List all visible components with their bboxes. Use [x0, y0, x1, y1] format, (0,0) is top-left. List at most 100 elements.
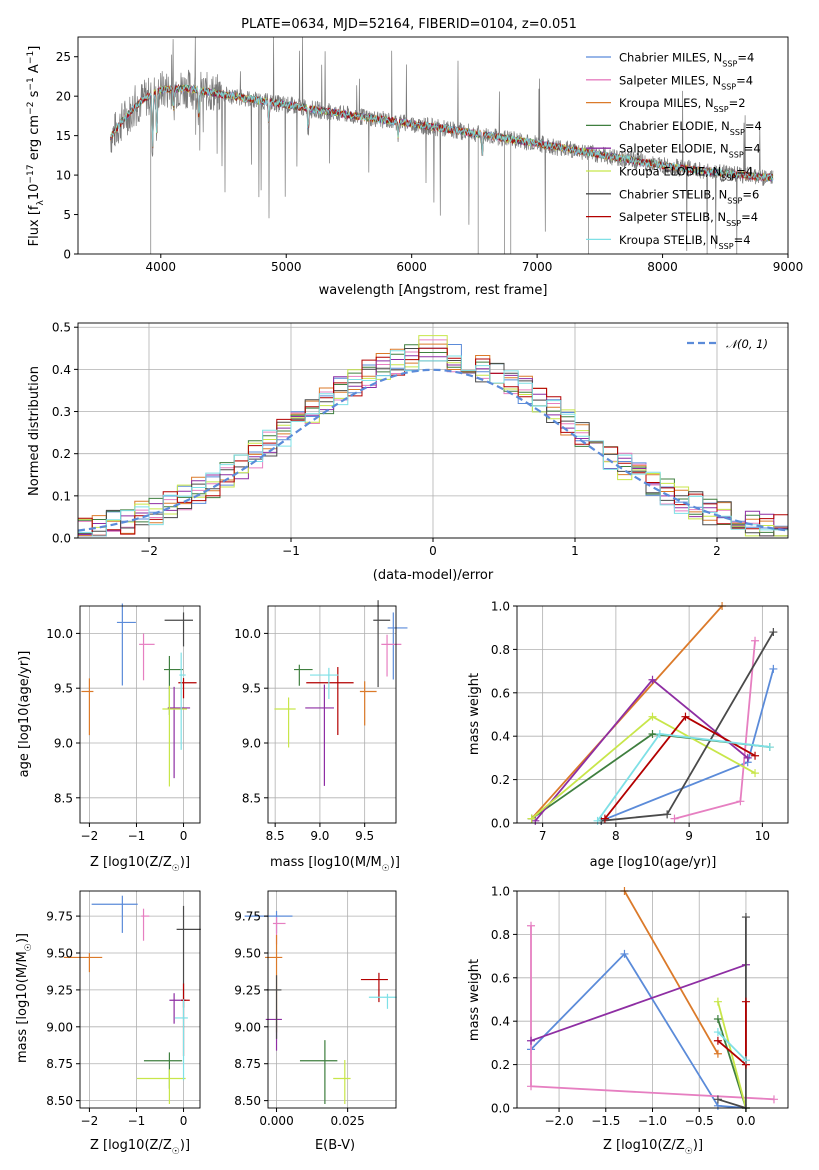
- y-tick-label: 8.75: [234, 1057, 261, 1071]
- y-tick-label: 9.25: [46, 983, 73, 997]
- x-axis-label: E(B-V): [315, 1138, 355, 1153]
- marker: [527, 1036, 536, 1045]
- frame: [516, 605, 789, 824]
- x-tick-label: 9: [685, 829, 693, 843]
- x-axis-label: Z [log10(Z/Z☉)]: [90, 1138, 190, 1157]
- marker: [713, 1095, 722, 1104]
- x-tick-label: 0: [180, 1114, 188, 1128]
- axes-frame: −2 −1 0 8.5 9.0 9.5 10.0: [46, 605, 201, 843]
- y-tick-label: 9.75: [46, 910, 73, 924]
- age-vs-z-axes: −2 −1 0 8.5 9.0 9.5 10.0: [46, 603, 201, 843]
- mass-weight-line: [530, 605, 723, 820]
- frame: [267, 605, 397, 824]
- y-tick-label: 8.5: [54, 791, 73, 805]
- plot-area: [527, 887, 778, 1112]
- model-spectrum: [110, 84, 774, 182]
- marker: [736, 797, 745, 806]
- spectrum-legend: Chabrier MILES, NSSP=4 Salpeter MILES, NS…: [586, 51, 762, 250]
- legend-label: Kroupa MILES, NSSP=2: [619, 96, 746, 114]
- x-tick-label: 1: [571, 544, 579, 558]
- y-tick-label: 0.8: [491, 643, 510, 657]
- frame: [79, 605, 201, 824]
- legend-label: Chabrier ELODIE, NSSP=4: [619, 119, 762, 137]
- y-tick-label: 20: [56, 90, 71, 104]
- x-tick-label: 7: [539, 829, 547, 843]
- marker: [663, 810, 672, 819]
- x-tick-label: 0.0: [736, 1114, 755, 1128]
- y-tick-label: 9.0: [54, 736, 73, 750]
- marker: [600, 814, 609, 823]
- model-spectrum: [110, 84, 773, 182]
- y-axis-label: mass [log10(M/M☉)]: [15, 933, 34, 1063]
- axes-frame: −2 −1 0 8.50 8.75 9.00 9.25 9.50 9.75: [46, 890, 201, 1128]
- marker: [751, 636, 760, 645]
- y-tick-label: 9.25: [234, 983, 261, 997]
- y-tick-label: 25: [56, 50, 71, 64]
- age-vs-mass-axes: 8.5 9.0 9.5 8.5 9.0 9.5 10.0: [234, 600, 408, 843]
- x-axis-label: Z [log10(Z/Z☉)]: [90, 855, 190, 874]
- mass-weight-line: [674, 640, 756, 820]
- y-tick-label: 9.0: [242, 736, 261, 750]
- x-tick-label: −2.0: [544, 1114, 573, 1128]
- y-tick-label: 0.4: [491, 730, 510, 744]
- y-tick-label: 0.6: [491, 686, 510, 700]
- marker: [713, 997, 722, 1006]
- mass-weight-line: [530, 952, 746, 1109]
- frame: [79, 890, 201, 1109]
- marker: [681, 712, 690, 721]
- marker: [713, 1049, 722, 1058]
- histogram-axes: −2 −1 0 1 2 0.0 0.1 0.2 0.3 0.4 0.5: [52, 321, 789, 558]
- y-tick-label: 0.5: [52, 321, 71, 335]
- x-tick-label: 0.025: [330, 1114, 364, 1128]
- y-tick-label: 9.5: [242, 682, 261, 696]
- marker: [527, 1082, 536, 1091]
- x-tick-label: 8000: [647, 260, 678, 274]
- y-tick-label: 0.8: [491, 928, 510, 942]
- legend-label: Salpeter MILES, NSSP=4: [619, 73, 753, 91]
- axes-frame: 8.5 9.0 9.5 8.5 9.0 9.5 10.0: [234, 605, 397, 843]
- mass-weight-line: [596, 733, 770, 822]
- legend-label: Salpeter ELODIE, NSSP=4: [619, 142, 761, 160]
- y-tick-label: 9.00: [46, 1020, 73, 1034]
- y-tick-label: 0.2: [52, 447, 71, 461]
- y-axis-label: mass weight: [467, 959, 482, 1041]
- y-axis-label: mass weight: [467, 673, 482, 755]
- y-tick-label: 0.4: [52, 363, 71, 377]
- residual-histogram: [78, 343, 788, 537]
- residual-histogram: [78, 350, 788, 537]
- residual-histogram: [78, 344, 788, 537]
- y-tick-label: 9.75: [234, 910, 261, 924]
- x-tick-label: 0: [429, 544, 437, 558]
- mass-weight-line: [717, 1031, 747, 1061]
- x-tick-label: 0: [180, 829, 188, 843]
- y-tick-label: 8.50: [234, 1094, 261, 1108]
- y-tick-label: 10.0: [234, 627, 261, 641]
- marker: [527, 814, 536, 823]
- mass-weight-line: [623, 890, 719, 1055]
- legend-label: Chabrier MILES, NSSP=4: [619, 51, 754, 69]
- y-tick-label: 1.0: [491, 600, 510, 614]
- marker: [713, 1028, 722, 1037]
- y-tick-label: 0.0: [52, 532, 71, 546]
- x-tick-label: −2: [140, 544, 158, 558]
- plot-area: [81, 603, 197, 787]
- x-tick-label: 5000: [271, 260, 302, 274]
- y-axis-label: Flux [fλ10−17 erg cm−2 s−1 A−1]: [26, 46, 46, 247]
- x-tick-label: −1: [128, 1114, 146, 1128]
- frame: [267, 890, 397, 1109]
- marker: [620, 949, 629, 958]
- y-axis-label: age [log10(age/yr)]: [17, 651, 32, 778]
- residual-histogram: [78, 347, 788, 536]
- y-tick-label: 8.5: [242, 791, 261, 805]
- x-tick-label: −2: [81, 829, 99, 843]
- plot-area: [244, 910, 397, 1104]
- x-axis-label: wavelength [Angstrom, rest frame]: [319, 283, 548, 298]
- axes-frame: 7 8 9 10 0.0 0.2 0.4 0.6 0.8 1.0: [491, 600, 789, 843]
- x-tick-label: −1.0: [638, 1114, 667, 1128]
- x-tick-label: −1.5: [591, 1114, 620, 1128]
- x-tick-label: −2: [81, 1114, 99, 1128]
- marker: [593, 816, 602, 825]
- legend-label: 𝒩(0, 1): [726, 337, 768, 351]
- x-tick-label: 2: [713, 544, 721, 558]
